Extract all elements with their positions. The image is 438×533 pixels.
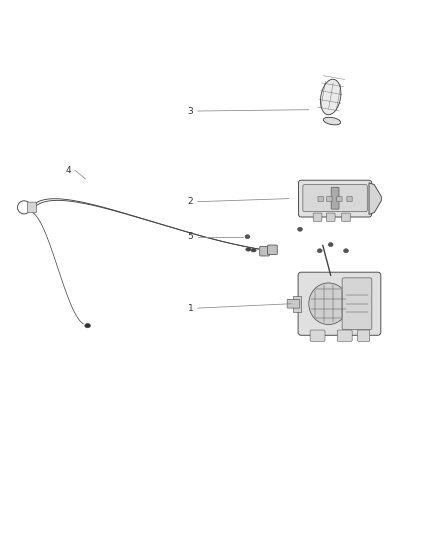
Text: 1: 1 [187, 304, 194, 313]
Text: 5: 5 [187, 232, 194, 241]
FancyBboxPatch shape [313, 213, 322, 221]
FancyBboxPatch shape [303, 184, 367, 212]
Ellipse shape [323, 117, 341, 125]
Ellipse shape [321, 79, 341, 115]
FancyBboxPatch shape [28, 202, 36, 213]
FancyBboxPatch shape [342, 278, 372, 329]
Ellipse shape [246, 248, 251, 251]
Text: 3: 3 [187, 107, 194, 116]
FancyBboxPatch shape [268, 245, 277, 255]
FancyBboxPatch shape [298, 272, 381, 335]
FancyBboxPatch shape [337, 197, 342, 201]
FancyBboxPatch shape [331, 187, 339, 209]
Ellipse shape [344, 249, 349, 253]
FancyBboxPatch shape [337, 330, 352, 342]
Polygon shape [369, 183, 381, 214]
Polygon shape [293, 296, 301, 312]
Ellipse shape [298, 227, 303, 231]
FancyBboxPatch shape [318, 197, 323, 201]
Ellipse shape [251, 248, 256, 252]
FancyBboxPatch shape [347, 197, 352, 201]
FancyBboxPatch shape [327, 197, 332, 201]
FancyBboxPatch shape [326, 213, 335, 221]
Ellipse shape [85, 324, 90, 328]
Ellipse shape [328, 243, 333, 247]
FancyBboxPatch shape [357, 330, 370, 342]
FancyBboxPatch shape [342, 213, 350, 221]
FancyBboxPatch shape [310, 330, 325, 342]
Ellipse shape [317, 249, 322, 253]
FancyBboxPatch shape [287, 300, 300, 308]
Text: 2: 2 [188, 197, 193, 206]
FancyBboxPatch shape [299, 180, 371, 217]
Text: 4: 4 [65, 166, 71, 175]
Ellipse shape [245, 235, 250, 239]
Ellipse shape [309, 283, 348, 325]
FancyBboxPatch shape [260, 246, 269, 256]
